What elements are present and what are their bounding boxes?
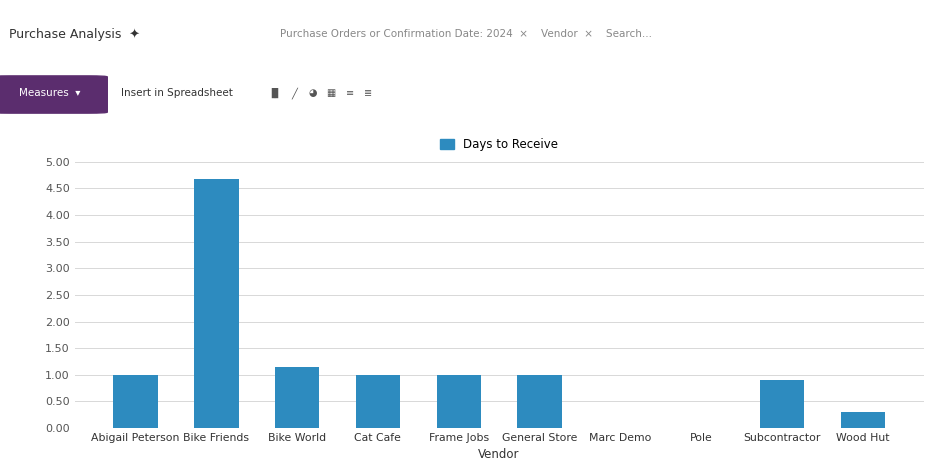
Text: Purchase Orders or Confirmation Date: 2024  ×    Vendor  ×    Search...: Purchase Orders or Confirmation Date: 20… bbox=[281, 29, 652, 39]
Text: ╱: ╱ bbox=[291, 87, 297, 99]
Bar bbox=[194, 180, 239, 428]
Text: Measures  ▾: Measures ▾ bbox=[19, 88, 80, 98]
Bar bbox=[841, 412, 885, 428]
Text: ≣: ≣ bbox=[365, 88, 372, 98]
Text: ▦: ▦ bbox=[327, 88, 336, 98]
Legend: Days to Receive: Days to Receive bbox=[435, 133, 564, 156]
Bar bbox=[437, 375, 481, 428]
Bar bbox=[517, 375, 562, 428]
Text: Purchase Analysis  ✦: Purchase Analysis ✦ bbox=[9, 28, 140, 40]
Bar bbox=[759, 380, 804, 428]
Text: Insert in Spreadsheet: Insert in Spreadsheet bbox=[121, 88, 233, 98]
Text: ≡: ≡ bbox=[346, 88, 354, 98]
Bar bbox=[113, 375, 158, 428]
X-axis label: Vendor: Vendor bbox=[479, 448, 520, 462]
Bar bbox=[355, 375, 400, 428]
Text: ▐▌: ▐▌ bbox=[268, 88, 283, 98]
Text: ◕: ◕ bbox=[308, 88, 317, 98]
FancyBboxPatch shape bbox=[0, 76, 107, 113]
Bar bbox=[275, 368, 319, 428]
